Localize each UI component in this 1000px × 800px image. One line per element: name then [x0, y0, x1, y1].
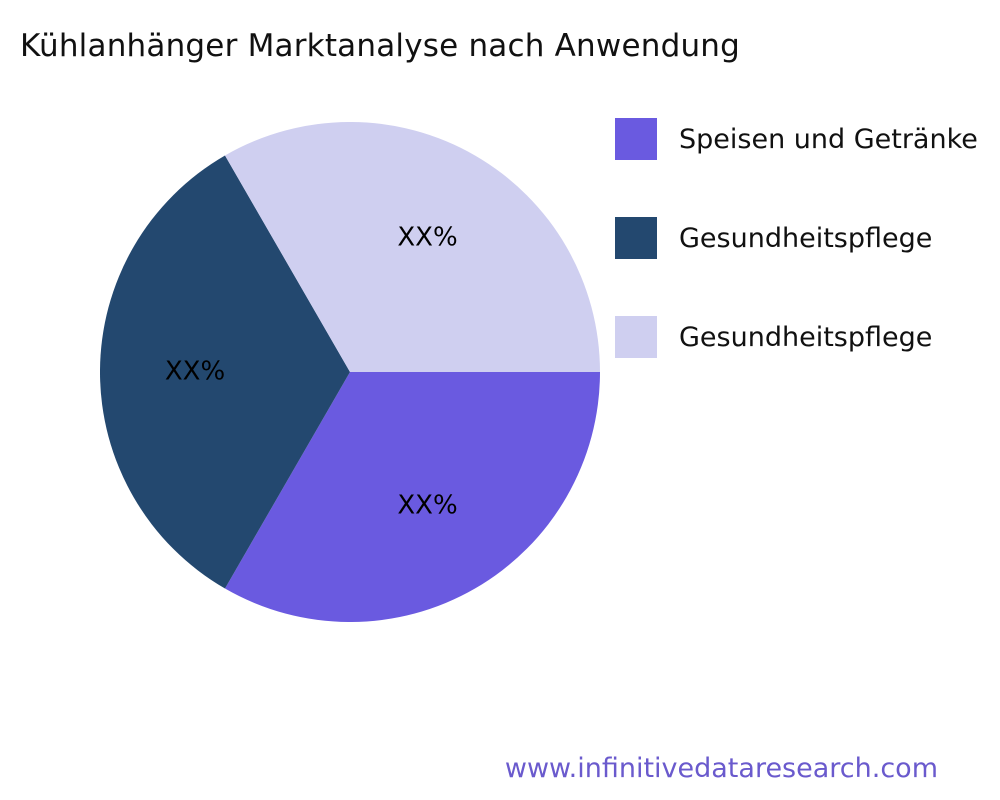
legend-item-1: Gesundheitspflege: [615, 217, 978, 259]
legend-label: Gesundheitspflege: [679, 222, 933, 254]
pie-slice-label-1: XX%: [165, 357, 225, 387]
pie-slice-2: [225, 122, 600, 372]
chart-legend: Speisen und Getränke Gesundheitspflege Ges…: [615, 118, 978, 415]
legend-label: Gesundheitspflege: [679, 321, 933, 353]
pie-chart: XX% XX% XX%: [100, 122, 600, 622]
legend-swatch-icon: [615, 316, 657, 358]
legend-swatch-icon: [615, 118, 657, 160]
legend-item-0: Speisen und Getränke: [615, 118, 978, 160]
legend-swatch-icon: [615, 217, 657, 259]
pie-slice-label-0: XX%: [397, 491, 457, 521]
pie-slice-1: [100, 155, 350, 589]
pie-slice-label-2: XX%: [397, 222, 457, 252]
legend-label: Speisen und Getränke: [679, 123, 978, 155]
chart-title: Kühlanhänger Marktanalyse nach Anwendung: [20, 28, 741, 64]
legend-item-2: Gesundheitspflege: [615, 316, 978, 358]
pie-chart-svg: XX% XX% XX%: [100, 122, 600, 622]
pie-slice-0: [225, 372, 600, 622]
website-link[interactable]: www.infinitivedataresearch.com: [504, 753, 938, 784]
